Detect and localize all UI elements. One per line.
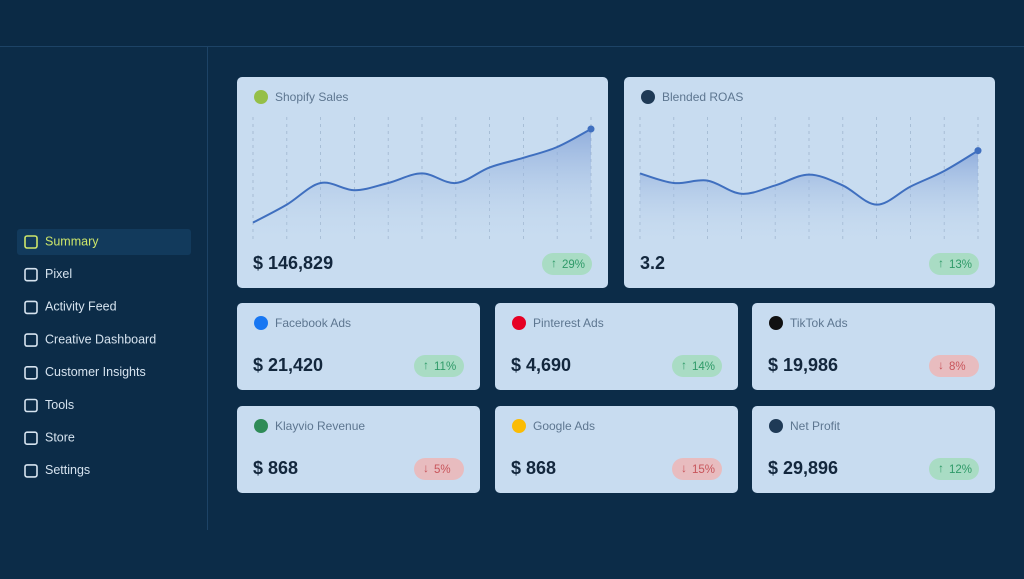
- nav-highlight: [17, 229, 191, 255]
- nav-label: Summary: [45, 234, 99, 248]
- nav-item[interactable]: Store: [24, 430, 75, 446]
- card-icon: [254, 316, 268, 330]
- nav-icon: [24, 398, 38, 413]
- nav-icon: [24, 267, 38, 282]
- nav-item[interactable]: Summary: [17, 229, 191, 255]
- metric-card[interactable]: Facebook Ads $ 21,420 ↑ 11%: [237, 303, 480, 390]
- nav-label: Pixel: [45, 267, 72, 281]
- card-value: 3.2: [640, 253, 665, 273]
- change-badge: [672, 355, 722, 377]
- card-icon: [641, 90, 655, 104]
- card-title: Klayvio Revenue: [275, 419, 365, 433]
- sidebar: Summary Pixel Activity Feed Creative Dashbo…: [17, 229, 191, 478]
- change-arrow: ↑: [423, 358, 429, 372]
- change-arrow: ↑: [938, 256, 944, 270]
- sparkline-area: [253, 129, 591, 247]
- sparkline-area: [640, 150, 978, 247]
- card-value: $ 21,420: [253, 355, 323, 375]
- card-icon: [769, 419, 783, 433]
- card-title: TikTok Ads: [790, 316, 848, 330]
- metric-card[interactable]: Pinterest Ads $ 4,690 ↑ 14%: [495, 303, 738, 390]
- card-value: $ 29,896: [768, 458, 838, 478]
- change-arrow: ↓: [681, 461, 687, 475]
- change-arrow: ↑: [938, 461, 944, 475]
- sparkline-end: [974, 147, 982, 155]
- card-value: $ 868: [511, 458, 556, 478]
- card-value: $ 146,829: [253, 253, 333, 273]
- change-badge: [672, 458, 722, 480]
- card-icon: [254, 90, 268, 104]
- nav-item[interactable]: Settings: [24, 463, 90, 478]
- sparkline: [639, 149, 979, 206]
- card-title: Blended ROAS: [662, 90, 743, 104]
- card-value: $ 19,986: [768, 355, 838, 375]
- nav-label: Activity Feed: [45, 300, 117, 314]
- metric-card[interactable]: Shopify Sales $ 146,829 ↑ 29%: [237, 77, 608, 288]
- nav-label: Customer Insights: [45, 365, 146, 379]
- change-value: 8%: [949, 361, 966, 373]
- nav-item[interactable]: Creative Dashboard: [24, 332, 156, 347]
- change-badge: [929, 253, 979, 275]
- sparkline-end: [587, 125, 595, 133]
- change-value: 15%: [692, 464, 715, 476]
- nav-item[interactable]: Tools: [24, 398, 74, 413]
- nav-label: Creative Dashboard: [45, 332, 156, 346]
- metric-card[interactable]: Google Ads $ 868 ↓ 15%: [495, 406, 738, 493]
- change-badge: [414, 458, 464, 480]
- card-title: Facebook Ads: [275, 316, 351, 330]
- change-value: 29%: [562, 259, 585, 271]
- change-arrow: ↑: [681, 358, 687, 372]
- card-title: Pinterest Ads: [533, 316, 604, 330]
- cards: Shopify Sales $ 146,829 ↑ 29% Blended ROAS 3.…: [237, 77, 995, 493]
- card-value: $ 868: [253, 458, 298, 478]
- card-title: Shopify Sales: [275, 90, 348, 104]
- change-badge: [414, 355, 464, 377]
- nav-label: Tools: [45, 398, 74, 412]
- card-icon: [769, 316, 783, 330]
- change-arrow: ↑: [551, 256, 557, 270]
- nav-icon: [24, 365, 38, 380]
- nav-label: Settings: [45, 463, 90, 477]
- card-icon: [512, 316, 526, 330]
- card-title: Net Profit: [790, 419, 841, 433]
- nav-icon: [24, 431, 38, 446]
- metric-card[interactable]: TikTok Ads $ 19,986 ↓ 8%: [752, 303, 995, 390]
- card-value: $ 4,690: [511, 355, 571, 375]
- metric-card[interactable]: Net Profit $ 29,896 ↑ 12%: [752, 406, 995, 493]
- change-value: 11%: [434, 361, 456, 373]
- change-badge: [929, 458, 979, 480]
- metric-card[interactable]: Klayvio Revenue $ 868 ↓ 5%: [237, 406, 480, 493]
- nav-icon: [24, 333, 38, 347]
- change-badge: [542, 253, 592, 275]
- nav-item[interactable]: Activity Feed: [24, 300, 117, 315]
- card-icon: [512, 419, 526, 433]
- change-arrow: ↓: [938, 358, 944, 372]
- nav-icon: [24, 235, 38, 249]
- change-arrow: ↓: [423, 461, 429, 475]
- card-icon: [254, 419, 268, 433]
- change-value: 12%: [949, 464, 972, 476]
- nav-item[interactable]: Customer Insights: [24, 365, 146, 380]
- nav-icon: [24, 300, 38, 315]
- change-value: 14%: [692, 361, 715, 373]
- nav-item[interactable]: Pixel: [24, 267, 72, 282]
- nav-icon: [24, 464, 38, 478]
- card-title: Google Ads: [533, 419, 595, 433]
- nav-label: Store: [45, 430, 75, 444]
- change-badge: [929, 355, 979, 377]
- metric-card[interactable]: Blended ROAS 3.2 ↑ 13%: [624, 77, 995, 288]
- top-bar: [0, 0, 1024, 46]
- change-value: 13%: [949, 259, 972, 271]
- sparkline: [252, 128, 592, 224]
- change-value: 5%: [434, 464, 451, 476]
